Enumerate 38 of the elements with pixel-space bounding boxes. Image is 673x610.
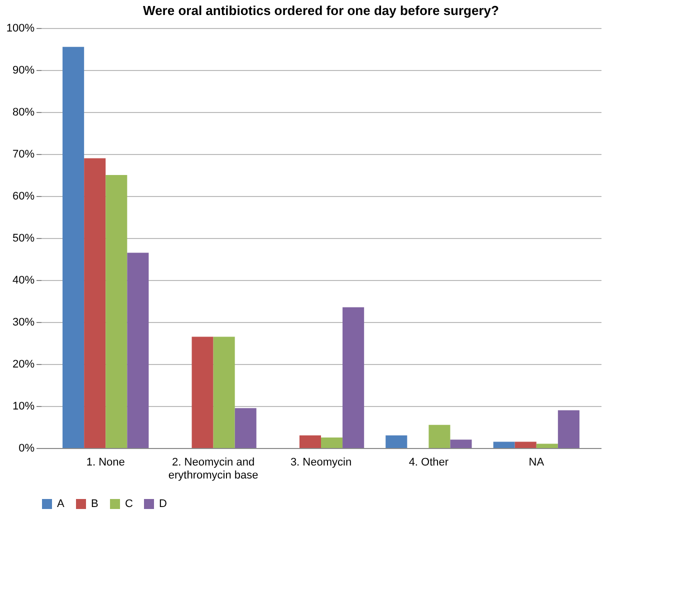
y-tick-label: 0% (18, 442, 35, 454)
legend-label: D (159, 498, 167, 510)
bar (106, 175, 128, 448)
bar (62, 46, 84, 448)
x-tick-label: 2. Neomycin and erythromycin base (168, 456, 258, 482)
y-tick-label: 70% (12, 148, 35, 160)
y-tick-label: 40% (12, 274, 35, 286)
bar (428, 424, 450, 448)
bar (127, 252, 149, 448)
bar (213, 336, 235, 448)
legend-label: C (125, 498, 133, 510)
y-tick-label: 10% (12, 400, 35, 412)
bar (558, 410, 580, 448)
y-tick-label: 50% (12, 232, 35, 244)
x-tick-label: 1. None (86, 456, 125, 468)
legend-label: B (91, 498, 98, 510)
legend-label: A (57, 498, 65, 510)
bar (234, 408, 256, 448)
bar (386, 435, 408, 448)
chart-title: Were oral antibiotics ordered for one day before surgery? (143, 3, 500, 18)
bar (342, 307, 364, 448)
y-tick-label: 80% (12, 106, 35, 118)
bar (84, 158, 106, 448)
bar (514, 442, 536, 448)
x-tick-label: 4. Other (408, 456, 449, 468)
bar (450, 440, 472, 448)
y-tick-label: 100% (6, 22, 35, 34)
x-tick-label: NA (528, 456, 545, 468)
y-tick-label: 90% (12, 64, 35, 76)
y-tick-label: 30% (12, 316, 35, 328)
bar (493, 442, 515, 448)
bar (192, 336, 214, 448)
bar (536, 444, 558, 448)
bar (299, 435, 321, 448)
y-tick-label: 60% (12, 190, 35, 202)
bar (321, 438, 343, 448)
y-tick-label: 20% (12, 358, 35, 370)
x-tick-label: 3. Neomycin (290, 456, 352, 468)
